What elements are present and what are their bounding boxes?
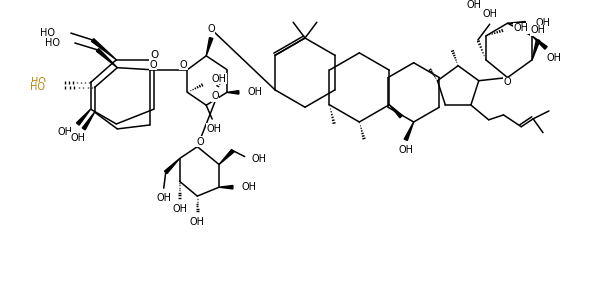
Polygon shape xyxy=(92,39,117,60)
Polygon shape xyxy=(76,109,91,125)
Text: OH: OH xyxy=(514,23,529,33)
Polygon shape xyxy=(96,49,117,68)
Text: OH: OH xyxy=(70,133,85,143)
Text: O: O xyxy=(151,50,159,60)
Text: OH: OH xyxy=(156,193,171,203)
Text: HO: HO xyxy=(45,38,60,48)
Polygon shape xyxy=(508,21,525,25)
Text: OH: OH xyxy=(212,74,226,84)
Text: O: O xyxy=(196,137,204,147)
Polygon shape xyxy=(165,158,179,174)
Text: HO: HO xyxy=(30,82,45,92)
Polygon shape xyxy=(532,36,547,49)
Text: HO: HO xyxy=(31,78,46,87)
Text: O: O xyxy=(149,60,157,70)
Polygon shape xyxy=(404,122,414,141)
Text: OH: OH xyxy=(483,9,497,19)
Text: OH: OH xyxy=(172,204,187,214)
Polygon shape xyxy=(219,149,234,164)
Text: OH: OH xyxy=(531,25,545,35)
Text: OH: OH xyxy=(57,127,73,137)
Text: OH: OH xyxy=(398,145,413,155)
Polygon shape xyxy=(219,186,233,189)
Text: OH: OH xyxy=(467,1,481,11)
Text: OH: OH xyxy=(207,124,221,134)
Polygon shape xyxy=(389,105,403,118)
Text: OH: OH xyxy=(536,18,551,28)
Polygon shape xyxy=(532,40,540,60)
Text: OH: OH xyxy=(547,53,561,63)
Text: OH: OH xyxy=(251,154,266,164)
Text: HO: HO xyxy=(40,28,55,38)
Text: OH: OH xyxy=(241,182,256,192)
Text: O: O xyxy=(180,60,187,70)
Polygon shape xyxy=(227,91,239,94)
Polygon shape xyxy=(82,112,95,130)
Text: OH: OH xyxy=(247,87,262,97)
Text: O: O xyxy=(504,78,511,87)
Text: O: O xyxy=(207,24,215,34)
Text: OH: OH xyxy=(190,217,205,227)
Polygon shape xyxy=(206,38,213,56)
Text: O: O xyxy=(211,91,219,101)
